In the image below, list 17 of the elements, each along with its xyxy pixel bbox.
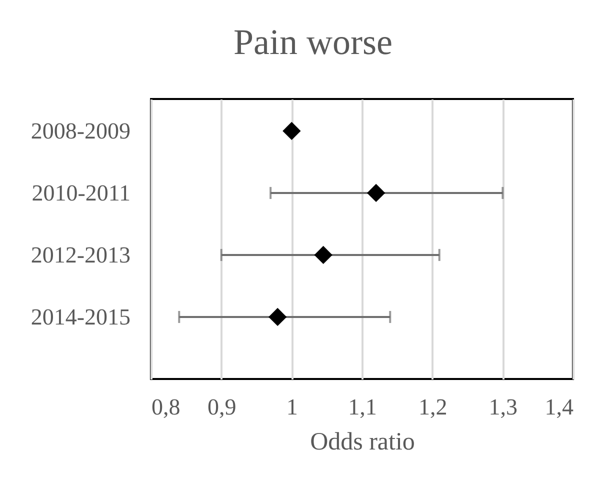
chart-title: Pain worse bbox=[234, 22, 392, 62]
point bbox=[366, 184, 386, 202]
y-tick-label: 2012-2013 bbox=[30, 242, 130, 268]
x-tick-label: 0,9 bbox=[207, 394, 236, 420]
x-tick-label: 0,8 bbox=[152, 394, 180, 420]
x-tick-label: 1,4 bbox=[544, 394, 574, 420]
x-tick-label: 1,2 bbox=[418, 394, 448, 420]
y-tick-label: 2008-2009 bbox=[30, 118, 130, 144]
x-tick-label: 1,1 bbox=[348, 394, 377, 420]
point bbox=[282, 122, 301, 140]
x-tick-label: 1,3 bbox=[488, 394, 518, 420]
y-tick-label: 2014-2015 bbox=[30, 304, 130, 330]
point bbox=[314, 246, 332, 264]
point bbox=[268, 308, 287, 326]
x-axis-title: Odds ratio bbox=[310, 428, 415, 456]
x-tick-label: 1 bbox=[286, 394, 298, 420]
y-tick-label: 2010-2011 bbox=[32, 180, 130, 206]
